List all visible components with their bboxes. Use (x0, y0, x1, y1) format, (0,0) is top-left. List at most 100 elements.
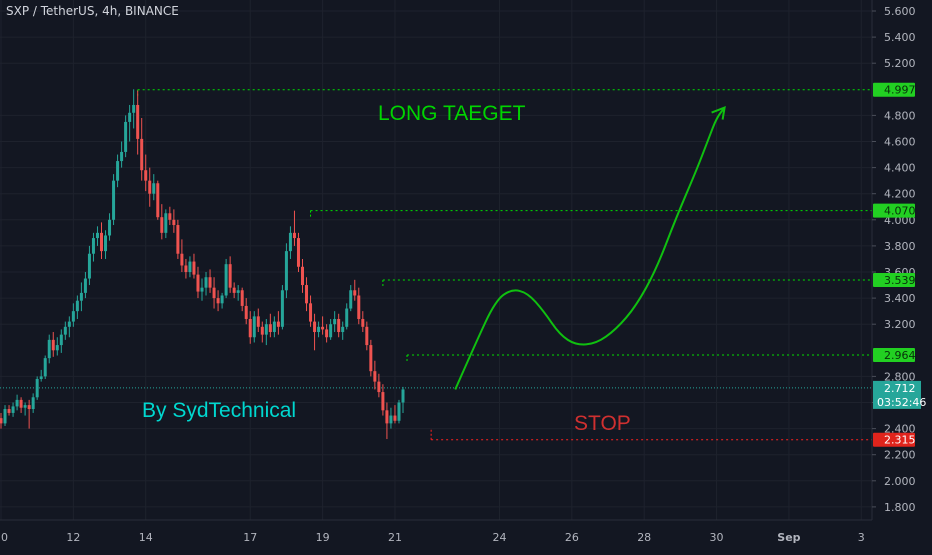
candle-body (79, 292, 83, 301)
current-price-label: 2.712 (884, 382, 916, 395)
candle-body (200, 287, 204, 292)
candle (43, 355, 47, 380)
candle-body (31, 397, 35, 410)
candle-body (136, 104, 140, 139)
candle (341, 321, 345, 340)
time-tick-label: 30 (710, 531, 724, 544)
candle-body (224, 264, 228, 296)
candle (377, 373, 381, 398)
candle-body (369, 345, 373, 372)
axis-corner (872, 520, 932, 550)
price-tick-label: 2.200 (884, 449, 916, 462)
candle-body (160, 217, 164, 233)
candle (180, 239, 184, 272)
candle (337, 313, 341, 338)
candle (55, 337, 59, 356)
candle-body (333, 318, 337, 325)
candle (313, 313, 317, 351)
candle (11, 402, 15, 417)
candle (31, 393, 35, 413)
candle (120, 141, 124, 168)
candle (204, 272, 208, 296)
candle-body (132, 104, 136, 113)
candle-body (116, 161, 120, 181)
candle (23, 402, 27, 416)
candle (156, 180, 160, 220)
candle (83, 272, 87, 299)
candle (0, 412, 3, 429)
level-price-label: 4.997 (884, 84, 916, 97)
stop-label: STOP (574, 412, 631, 435)
candle (353, 279, 357, 301)
candle-body (35, 379, 39, 398)
level-price-label: 2.964 (884, 349, 916, 362)
candle-body (192, 261, 196, 275)
candle-body (75, 300, 79, 312)
candle (63, 321, 67, 340)
candle (196, 266, 200, 299)
candle-body (212, 287, 216, 299)
candle (272, 316, 276, 338)
level-price-label: 2.315 (884, 434, 916, 447)
time-tick-label: 10 (0, 531, 8, 544)
long-target-label: LONG TAEGET (378, 102, 526, 125)
price-tick-label: 5.200 (884, 57, 916, 70)
time-tick-label: 26 (565, 531, 579, 544)
candle-body (361, 318, 365, 327)
level-price-tag (873, 272, 915, 287)
candle-body (325, 329, 329, 338)
price-tick-label: 5.400 (884, 31, 916, 44)
candle-body (3, 409, 7, 424)
candle-body (55, 345, 59, 351)
candle (240, 287, 244, 312)
candle (51, 332, 55, 357)
candle-body (168, 213, 172, 220)
candle-body (128, 112, 132, 122)
candle-body (244, 305, 248, 319)
candle (276, 311, 280, 335)
candle (124, 115, 128, 158)
level-price-tag (873, 82, 915, 97)
candle-body (51, 339, 55, 351)
candle (248, 311, 252, 344)
candle-body (164, 213, 168, 233)
candle-body (188, 261, 192, 272)
candle (47, 334, 51, 364)
candle-body (381, 392, 385, 411)
candle-body (329, 324, 333, 338)
candle (3, 405, 7, 426)
candle (397, 399, 401, 424)
candle (95, 226, 99, 246)
candle (292, 210, 296, 246)
candle (325, 324, 329, 343)
candle-body (296, 238, 300, 267)
candle-body (83, 278, 87, 293)
candle-body (349, 290, 353, 309)
price-tick-label: 4.200 (884, 188, 916, 201)
price-tick-label: 4.400 (884, 162, 916, 175)
candle (244, 298, 248, 325)
candle (345, 303, 349, 330)
level-price-label: 3.539 (884, 274, 916, 287)
price-tick-label: 4.800 (884, 109, 916, 122)
candle-body (176, 225, 180, 254)
candle-body (401, 389, 405, 403)
candle (79, 282, 83, 312)
time-tick-label: 19 (316, 531, 330, 544)
time-axis[interactable]: 10 12 14 17 19 21 24 26 28 30 Sep 3 (0, 519, 932, 550)
candle-body (100, 232, 103, 252)
candle (228, 256, 232, 293)
time-tick-label: Sep (777, 531, 800, 544)
price-tick-label: 5.600 (884, 5, 916, 18)
candle (329, 318, 333, 340)
candle-body (59, 334, 63, 346)
candle (128, 104, 132, 142)
time-axis-bg (0, 520, 872, 550)
candle (188, 256, 192, 278)
candle (357, 287, 361, 325)
price-axis[interactable]: 5.6005.4005.2004.8004.6004.4004.2004.000… (871, 0, 932, 550)
candle-body (280, 290, 284, 327)
candle (305, 277, 309, 312)
